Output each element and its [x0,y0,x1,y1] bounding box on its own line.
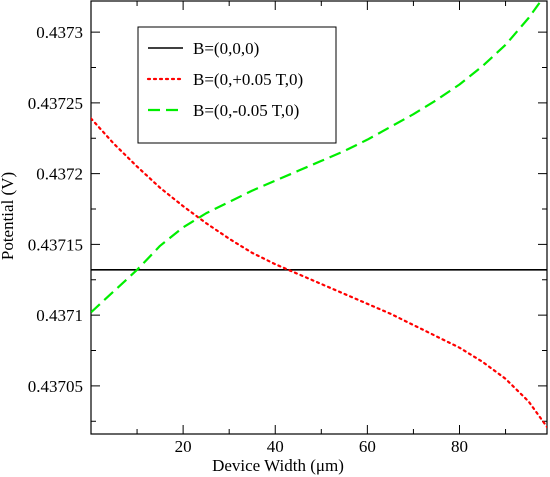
legend-label-1: B=(0,0,0) [193,39,259,58]
legend-box [137,26,337,144]
y-axis-label: Potential (V) [0,172,17,260]
series-line-3 [91,1,543,314]
x-tick-label: 20 [175,437,192,456]
x-tick-label: 40 [267,437,284,456]
y-tick-label: 0.43725 [28,94,83,113]
y-tick-label: 0.43705 [28,377,83,396]
x-tick-label: 80 [451,437,468,456]
y-axis: 0.43705 0.4371 0.43715 0.4372 0.43725 0.4373 [28,23,547,422]
series-line-2 [91,117,547,429]
series-layer [91,1,547,429]
y-tick-label: 0.4372 [36,165,83,184]
y-tick-label: 0.4373 [36,23,83,42]
legend: B=(0,0,0) B=(0,+0.05 T,0) B=(0,-0.05 T,0) [137,26,337,144]
legend-label-2: B=(0,+0.05 T,0) [193,70,303,89]
y-tick-label: 0.43715 [28,235,83,254]
plot-area-frame [90,0,548,435]
x-tick-label: 60 [359,437,376,456]
y-tick-label: 0.4371 [36,306,83,325]
x-axis-label: Device Width (μm) [212,456,344,475]
x-axis: 20 40 60 80 [136,1,507,456]
legend-label-3: B=(0,-0.05 T,0) [193,101,299,120]
